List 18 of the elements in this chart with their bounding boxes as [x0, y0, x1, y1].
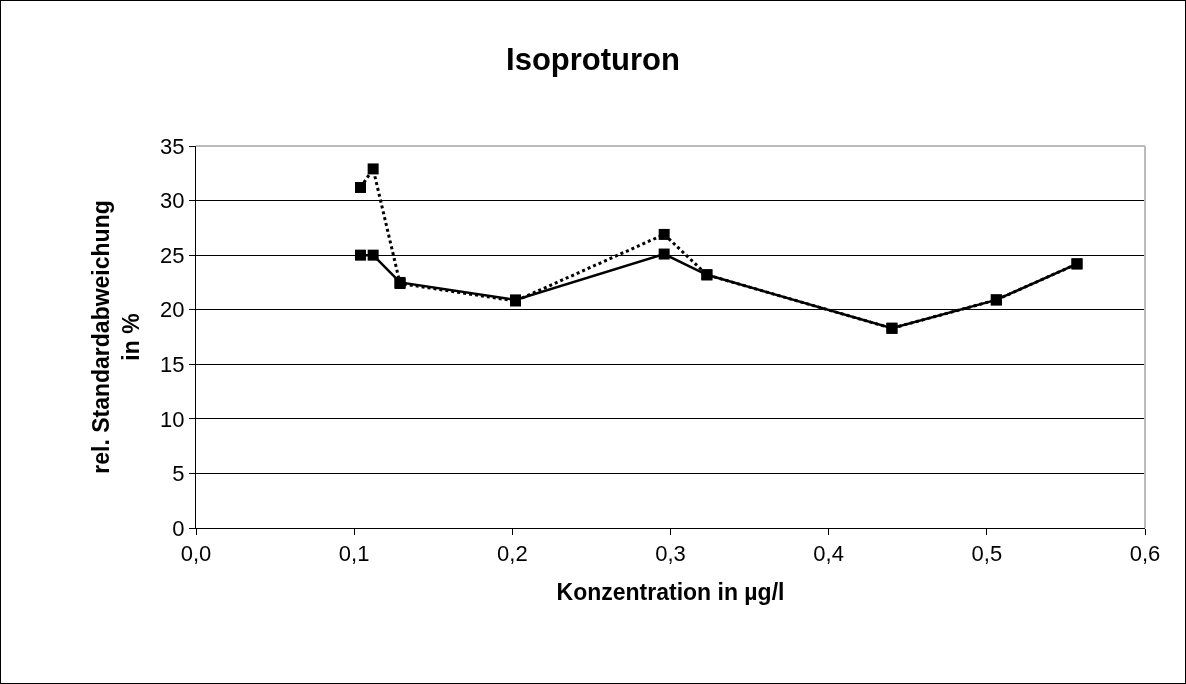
- y-tick-label: 30: [160, 188, 185, 214]
- y-tick-label: 20: [160, 297, 185, 323]
- y-tick-label: 15: [160, 351, 185, 377]
- chart-title: Isoproturon: [506, 42, 680, 78]
- x-tick-label: 0,1: [338, 541, 370, 567]
- y-tick-label: 10: [160, 406, 185, 432]
- x-tick-label: 0,2: [497, 541, 528, 567]
- x-axis-title: Konzentration in µg/l: [556, 579, 785, 605]
- y-tick-label: 5: [172, 461, 185, 487]
- y-tick-label: 25: [160, 242, 185, 268]
- x-tick-label: 0,6: [1129, 541, 1161, 567]
- x-tick-label: 0,3: [655, 541, 686, 567]
- x-tick-label: 0,0: [180, 541, 212, 567]
- y-axis-title: rel. Standardabweichung in %: [87, 200, 144, 474]
- x-tick-label: 0,4: [813, 541, 844, 567]
- y-tick-label: 0: [172, 515, 185, 541]
- y-tick-label: 35: [160, 133, 185, 159]
- x-tick-label: 0,5: [971, 541, 1003, 567]
